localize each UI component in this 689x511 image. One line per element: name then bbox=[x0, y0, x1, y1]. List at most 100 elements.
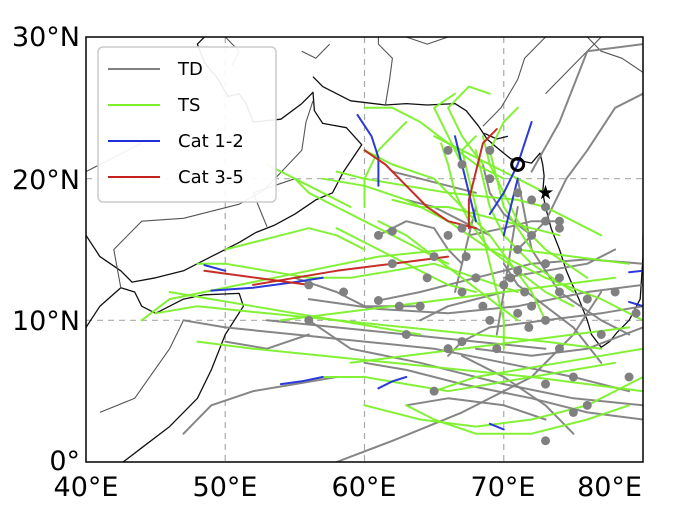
coastline-segment bbox=[86, 287, 245, 462]
track-ts bbox=[447, 85, 491, 166]
track-cat-1-2 bbox=[279, 376, 324, 386]
genesis-point bbox=[513, 245, 523, 254]
plot-frame bbox=[85, 36, 644, 463]
genesis-point bbox=[541, 315, 551, 325]
genesis-point bbox=[429, 252, 439, 262]
track-ts bbox=[279, 276, 617, 322]
legend-label-ts: TS bbox=[177, 95, 200, 116]
genesis-point bbox=[422, 273, 432, 283]
track-td bbox=[405, 397, 547, 421]
genesis-point bbox=[596, 330, 606, 339]
cyclone-tracks bbox=[140, 43, 643, 462]
track-td bbox=[516, 92, 643, 251]
track-ts bbox=[363, 376, 643, 428]
genesis-point bbox=[387, 226, 397, 236]
track-cat-1-2 bbox=[502, 177, 519, 237]
track-cat-1-2 bbox=[454, 135, 477, 223]
border-segment bbox=[99, 320, 184, 413]
genesis-point bbox=[485, 315, 495, 325]
track-ts bbox=[363, 106, 505, 180]
track-cat-3-5 bbox=[203, 269, 310, 286]
legend-label-cat-1-2: Cat 1-2 bbox=[178, 131, 244, 152]
genesis-point bbox=[457, 287, 467, 297]
country-borders bbox=[86, 37, 643, 413]
genesis-point bbox=[304, 280, 314, 290]
border-segment bbox=[113, 100, 314, 288]
genesis-point bbox=[582, 294, 592, 304]
track-ts bbox=[196, 340, 643, 393]
lat-tick-label-0: 0° bbox=[49, 446, 80, 477]
genesis-point bbox=[429, 386, 439, 396]
genesis-point bbox=[541, 259, 551, 269]
genesis-point bbox=[387, 259, 397, 269]
coastline-segment bbox=[484, 132, 509, 140]
genesis-point bbox=[520, 287, 530, 297]
genesis-point bbox=[527, 230, 537, 240]
genesis-point bbox=[541, 379, 551, 389]
genesis-point bbox=[610, 287, 620, 297]
genesis-point bbox=[443, 230, 453, 240]
legend: TD TS Cat 1-2 Cat 3-5 bbox=[97, 46, 277, 203]
track-ts bbox=[433, 347, 643, 393]
track-cat-1-2 bbox=[488, 121, 533, 216]
genesis-point bbox=[506, 273, 516, 283]
border-segment bbox=[377, 37, 393, 106]
track-ts bbox=[377, 220, 519, 322]
track-ts bbox=[474, 149, 575, 293]
track-td bbox=[363, 361, 643, 421]
track-cat-1-2 bbox=[628, 300, 643, 308]
lon-tick-label-70: 70°E bbox=[471, 472, 536, 503]
genesis-point bbox=[513, 266, 523, 276]
track-cat-1-2 bbox=[203, 264, 227, 272]
genesis-points bbox=[304, 145, 641, 446]
genesis-point bbox=[492, 344, 502, 354]
track-cat-1-2 bbox=[488, 422, 505, 431]
genesis-point bbox=[373, 230, 383, 240]
track-td bbox=[224, 333, 310, 350]
track-td bbox=[530, 43, 643, 173]
genesis-point bbox=[339, 287, 349, 297]
genesis-point bbox=[485, 174, 495, 184]
track-ts bbox=[321, 361, 617, 393]
track-td bbox=[182, 376, 338, 435]
track-td bbox=[377, 220, 463, 265]
lat-tick-label-20: 20°N bbox=[12, 165, 80, 196]
genesis-point bbox=[443, 145, 453, 155]
genesis-point bbox=[554, 273, 564, 283]
legend-box bbox=[97, 46, 277, 203]
genesis-point bbox=[541, 216, 551, 226]
genesis-point bbox=[457, 160, 467, 169]
lon-tick-label-50: 50°E bbox=[193, 472, 258, 503]
genesis-point bbox=[461, 252, 471, 262]
genesis-point bbox=[541, 202, 551, 212]
genesis-point bbox=[415, 301, 425, 311]
track-td bbox=[419, 291, 505, 322]
lon-tick-label-40: 40°E bbox=[54, 472, 119, 503]
genesis-point bbox=[471, 273, 481, 283]
track-td bbox=[502, 248, 617, 279]
track-ts bbox=[168, 291, 422, 336]
track-ts bbox=[224, 227, 366, 251]
open-circle-marker bbox=[510, 157, 526, 172]
track-ts bbox=[196, 262, 519, 293]
lat-tick-label-30: 30°N bbox=[12, 22, 80, 53]
track-ts bbox=[266, 163, 352, 208]
track-td bbox=[307, 319, 643, 407]
track-cat-3-5 bbox=[363, 149, 477, 230]
track-ts bbox=[321, 177, 643, 322]
genesis-point bbox=[499, 280, 509, 290]
lon-tick-label-60: 60°E bbox=[332, 472, 397, 503]
track-ts bbox=[440, 142, 575, 308]
track-cat-1-2 bbox=[210, 276, 324, 292]
genesis-point bbox=[513, 188, 523, 198]
genesis-point bbox=[394, 301, 404, 311]
track-ts bbox=[461, 135, 505, 350]
genesis-point bbox=[554, 287, 564, 297]
genesis-point bbox=[485, 145, 495, 155]
track-cat-3-5 bbox=[467, 128, 498, 230]
border-segment bbox=[545, 37, 602, 95]
track-ts bbox=[335, 227, 477, 293]
border-segment bbox=[301, 43, 331, 59]
genesis-point bbox=[554, 344, 564, 354]
track-ts bbox=[349, 326, 631, 364]
